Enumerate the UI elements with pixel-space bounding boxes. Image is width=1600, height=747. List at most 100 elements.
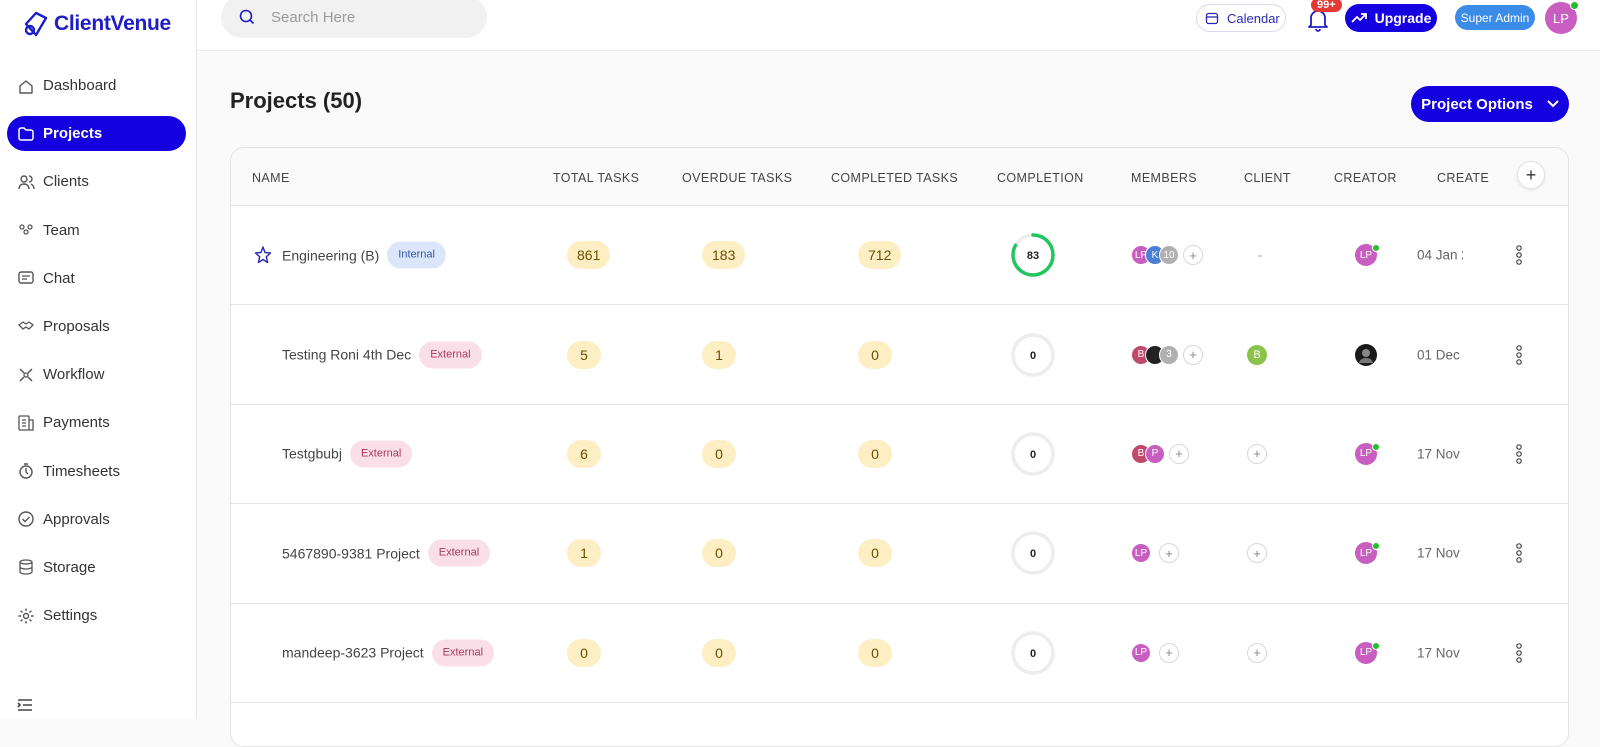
online-indicator [1372,442,1380,451]
col-overdue-tasks[interactable]: OVERDUE TASKS [682,171,793,185]
sidebar-item-label: Team [43,221,80,239]
project-name-cell[interactable]: Testgbubj External [282,440,413,468]
sidebar-item-dashboard[interactable]: Dashboard [7,68,186,103]
created-date: 17 Nov 2 [1417,446,1463,462]
members-cell[interactable]: LP K 10 + [1131,245,1203,266]
creator-avatar[interactable] [1355,343,1377,366]
project-name[interactable]: mandeep-3623 Project [282,644,424,661]
more-options-icon[interactable] [1515,542,1523,564]
project-name[interactable]: Engineering (B) [282,247,380,264]
sidebar-item-clients[interactable]: Clients [7,164,186,199]
completed-tasks-badge: 0 [858,539,892,568]
total-tasks-badge: 0 [567,638,601,667]
members-cell[interactable]: B P + [1131,443,1189,464]
member-avatar[interactable]: 10 [1159,245,1179,266]
col-client[interactable]: CLIENT [1244,171,1291,185]
search-input[interactable] [271,8,471,26]
members-cell[interactable]: LP + [1131,642,1179,663]
col-members[interactable]: MEMBERS [1131,171,1198,185]
more-options-icon[interactable] [1515,344,1523,366]
sidebar-item-storage[interactable]: Storage [7,550,186,585]
client-avatar[interactable]: B [1247,344,1267,365]
chevron-down-icon [1547,100,1559,108]
col-created[interactable]: CREATED [1437,171,1489,185]
completed-tasks-badge: 0 [858,340,892,369]
col-name[interactable]: NAME [252,171,290,185]
add-client-button[interactable]: + [1247,543,1267,564]
folder-icon [18,126,34,141]
project-name-cell[interactable]: Engineering (B) Internal [282,241,446,269]
created-date: 04 Jan 2 [1417,247,1463,263]
project-name-cell[interactable]: 5467890-9381 Project External [282,539,491,567]
add-member-button[interactable]: + [1159,543,1179,564]
col-total-tasks[interactable]: TOTAL TASKS [553,171,640,185]
timer-icon [19,463,33,479]
completion-value: 0 [1030,648,1036,660]
table-row[interactable]: mandeep-3623 Project External 0 0 0 0 LP + + LP 17… [231,604,1568,703]
search-icon [239,9,255,25]
members-cell[interactable]: B 3 + [1131,344,1203,365]
add-client-button[interactable]: + [1247,642,1267,663]
role-badge[interactable]: Super Admin [1455,5,1535,30]
creator-avatar[interactable]: LP [1355,542,1377,565]
total-tasks-badge: 861 [567,241,611,270]
star-icon[interactable] [253,245,273,265]
sidebar-item-settings[interactable]: Settings [7,598,186,633]
more-options-icon[interactable] [1515,642,1523,664]
project-name[interactable]: Testing Roni 4th Dec [282,346,412,363]
member-avatar[interactable]: P [1145,443,1165,464]
workflow-icon [19,368,33,382]
add-member-button[interactable]: + [1169,443,1189,464]
sidebar-item-proposals[interactable]: Proposals [7,309,186,344]
member-avatar[interactable]: LP [1131,543,1151,564]
creator-avatar[interactable]: LP [1355,244,1377,267]
add-member-button[interactable]: + [1159,642,1179,663]
add-client-button[interactable]: + [1247,443,1267,464]
sidebar-item-timesheets[interactable]: Timesheets [7,454,186,489]
creator-photo [1359,348,1373,363]
project-name-cell[interactable]: mandeep-3623 Project External [282,639,495,667]
total-tasks-cell: 6 [567,439,601,468]
sidebar-item-workflow[interactable]: Workflow [7,357,186,392]
col-creator[interactable]: CREATOR [1334,171,1397,185]
collapse-sidebar-icon[interactable] [16,696,34,714]
member-avatar[interactable]: 3 [1159,344,1179,365]
more-options-icon[interactable] [1515,244,1523,266]
sidebar-item-approvals[interactable]: Approvals [7,502,186,537]
project-name[interactable]: 5467890-9381 Project [282,545,420,562]
creator-avatar[interactable]: LP [1355,442,1377,465]
app-logo[interactable]: ClientVenue [22,10,171,38]
calendar-button[interactable]: Calendar [1196,4,1286,32]
project-name-cell[interactable]: Testing Roni 4th Dec External [282,341,482,369]
project-options-button[interactable]: Project Options [1411,86,1569,122]
add-column-button[interactable]: + [1517,161,1545,189]
members-cell[interactable]: LP + [1131,543,1179,564]
completion-ring: 0 [1011,631,1055,675]
sidebar-item-chat[interactable]: Chat [7,261,186,296]
sidebar-item-team[interactable]: Team [7,213,186,248]
add-member-button[interactable]: + [1183,344,1203,365]
total-tasks-cell: 0 [567,638,601,667]
more-options-icon[interactable] [1515,443,1523,465]
completed-tasks-badge: 0 [858,638,892,667]
col-completed-tasks[interactable]: COMPLETED TASKS [831,171,959,185]
table-row[interactable]: 5467890-9381 Project External 1 0 0 0 LP + + LP 17… [231,504,1568,604]
total-tasks-badge: 6 [567,439,601,468]
upgrade-button[interactable]: Upgrade [1345,4,1437,32]
check-circle-icon [18,511,34,527]
table-row[interactable]: Testing Roni 4th Dec External 5 1 0 0 B 3 + B 01 D… [231,305,1568,405]
sidebar-item-projects[interactable]: Projects [7,116,186,152]
project-name[interactable]: Testgbubj [282,445,342,462]
search-box[interactable] [221,0,487,38]
completion-ring: 0 [1011,432,1055,476]
creator-avatar[interactable]: LP [1355,641,1377,664]
col-completion[interactable]: COMPLETION [997,171,1084,185]
member-avatar[interactable]: LP [1131,642,1151,663]
sidebar-item-label: Settings [43,607,98,625]
table-row[interactable]: Engineering (B) Internal 861 183 712 83 LP K 10 +… [231,206,1568,306]
completed-tasks-cell: 0 [858,439,892,468]
completed-tasks-badge: 0 [858,439,892,468]
add-member-button[interactable]: + [1183,245,1203,266]
sidebar-item-payments[interactable]: Payments [7,405,186,440]
